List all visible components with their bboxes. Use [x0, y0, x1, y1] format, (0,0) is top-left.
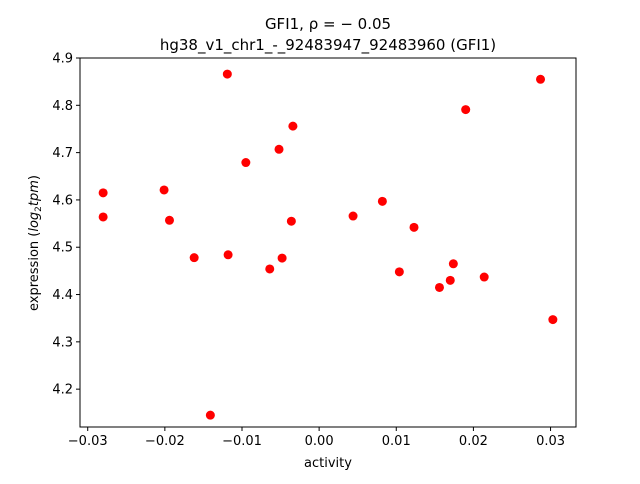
data-point [479, 272, 489, 282]
data-point [274, 144, 284, 154]
x-tick-label: −0.03 [68, 434, 108, 449]
x-tick-label: 0.02 [459, 434, 488, 449]
data-point [286, 216, 296, 226]
y-axis-label-prefix: expression ( [27, 232, 42, 311]
x-axis-ticks: −0.03 −0.02 −0.01 0.00 0.01 0.02 0.03 [68, 427, 565, 449]
data-point [189, 253, 199, 263]
y-tick-label: 4.5 [52, 241, 73, 256]
data-point [445, 275, 455, 285]
data-point [98, 212, 108, 222]
data-point [348, 211, 358, 221]
chart-title-line-1: GFI1, ρ = − 0.05 [265, 15, 391, 33]
data-point [277, 253, 287, 263]
y-tick-label: 4.4 [52, 288, 73, 303]
data-point [164, 215, 174, 225]
x-tick-label: −0.02 [145, 434, 185, 449]
data-point [205, 410, 215, 420]
x-axis-label: activity [304, 456, 352, 471]
y-axis-label-sub: 2 [34, 206, 44, 212]
data-point [222, 69, 232, 79]
data-point [434, 282, 444, 292]
y-tick-label: 4.7 [52, 146, 73, 161]
y-axis-label-tpm: tpm [27, 180, 42, 206]
y-tick-label: 4.3 [52, 335, 73, 350]
x-tick-label: 0.01 [382, 434, 411, 449]
data-point [548, 315, 558, 325]
data-point [223, 250, 233, 260]
plot-area-frame [79, 57, 577, 428]
y-axis-label-log: log [27, 212, 42, 232]
data-point [377, 196, 387, 206]
y-axis-label-suffix: ) [27, 175, 42, 180]
x-tick-label: 0.03 [536, 434, 565, 449]
data-points [98, 69, 558, 420]
data-point [288, 121, 298, 131]
data-point [159, 185, 169, 195]
data-point [409, 222, 419, 232]
y-tick-label: 4.8 [52, 99, 73, 114]
x-tick-label: −0.01 [222, 434, 262, 449]
data-point [394, 267, 404, 277]
y-tick-label: 4.2 [52, 383, 73, 398]
y-axis-ticks: 4.2 4.3 4.4 4.5 4.6 4.7 4.8 4.9 [52, 52, 80, 398]
data-point [98, 188, 108, 198]
y-axis-label: expression (log2tpm) [27, 175, 44, 311]
data-point [536, 74, 546, 84]
y-tick-label: 4.6 [52, 193, 73, 208]
data-point [265, 264, 275, 274]
data-point [241, 158, 251, 168]
x-tick-label: 0.00 [305, 434, 334, 449]
data-point [461, 105, 471, 115]
y-tick-label: 4.9 [52, 52, 73, 67]
data-point [448, 259, 458, 269]
chart-title-line-2: hg38_v1_chr1_-_92483947_92483960 (GFI1) [160, 36, 496, 55]
